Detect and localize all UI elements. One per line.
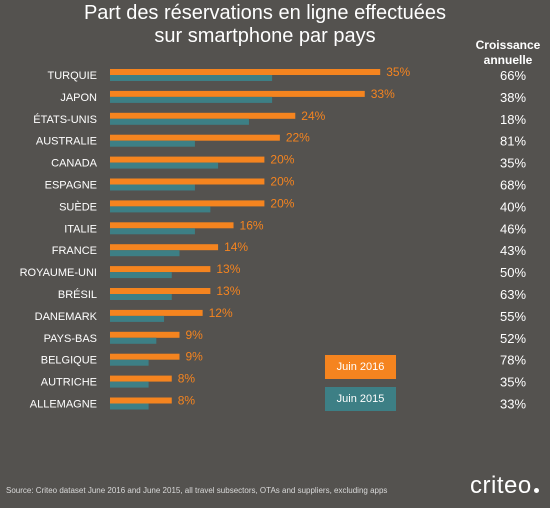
category-label-danemark: DANEMARK <box>35 311 98 323</box>
category-label-canada: CANADA <box>51 158 98 170</box>
bar-2016-italie <box>110 222 234 229</box>
value-label-australie: 22% <box>286 131 310 145</box>
value-label-danemark: 12% <box>209 306 233 320</box>
growth-value-danemark: 55% <box>500 309 526 324</box>
chart-title: Part des réservations en ligne effectuée… <box>60 2 470 48</box>
value-label-espagne: 20% <box>270 175 294 189</box>
value-label-allemagne: 8% <box>178 394 196 408</box>
growth-value-allemagne: 33% <box>500 397 526 412</box>
bar-2016-turquie <box>110 69 381 75</box>
category-label-turquie: TURQUIE <box>48 70 98 82</box>
bar-2016-br-sil <box>110 288 211 294</box>
growth-value-espagne: 68% <box>500 178 526 193</box>
bar-2015-su-de <box>110 206 211 213</box>
growth-value-italie: 46% <box>500 221 526 236</box>
growth-value-autriche: 35% <box>500 375 526 390</box>
growth-value-su-de: 40% <box>500 199 526 214</box>
growth-value-pays-bas: 52% <box>500 331 526 346</box>
bar-2015-france <box>110 250 180 257</box>
legend-label-juin-2015: Juin 2015 <box>336 393 385 405</box>
bar-2015-espagne <box>110 184 195 191</box>
category-label-france: FRANCE <box>52 245 97 257</box>
bar-2015-danemark <box>110 315 165 322</box>
legend-label-juin-2016: Juin 2016 <box>336 361 385 373</box>
bar-2016-danemark <box>110 309 203 316</box>
growth-value-canada: 35% <box>500 156 526 171</box>
bar-2015-italie <box>110 228 195 235</box>
bar-2016-france <box>110 244 219 251</box>
growth-value--tats-unis: 18% <box>500 112 526 127</box>
bar-2015-br-sil <box>110 294 172 300</box>
bar-2015--tats-unis <box>110 118 249 125</box>
value-label-turquie: 35% <box>386 65 410 79</box>
growth-header-line-1: Croissance <box>475 38 541 52</box>
value-label-france: 14% <box>224 240 248 254</box>
bar-2015-royaume-uni <box>110 272 172 279</box>
growth-header-line-2: annuelle <box>483 53 533 67</box>
value-label-su-de: 20% <box>270 196 294 210</box>
growth-value-br-sil: 63% <box>500 287 526 302</box>
category-label-espagne: ESPAGNE <box>45 180 97 192</box>
growth-value-belgique: 78% <box>500 353 526 368</box>
source-note: Source: Criteo dataset June 2016 and Jun… <box>6 486 388 495</box>
bar-2016-espagne <box>110 178 265 185</box>
bar-2016-australie <box>110 134 280 141</box>
bar-2015-allemagne <box>110 403 149 410</box>
category-label-pays-bas: PAYS-BAS <box>44 333 97 345</box>
value-label-autriche: 8% <box>178 372 196 386</box>
growth-value-japon: 38% <box>500 90 526 105</box>
bar-2016-autriche <box>110 375 172 382</box>
bar-2015-belgique <box>110 359 149 366</box>
category-label--tats-unis: ÉTATS-UNIS <box>33 113 97 126</box>
growth-value-australie: 81% <box>500 134 526 149</box>
bar-2016-royaume-uni <box>110 266 211 273</box>
legend-item-juin-2016: Juin 2016 <box>325 355 396 379</box>
growth-column-header: Croissance annuelle <box>468 38 548 68</box>
category-label-royaume-uni: ROYAUME-UNI <box>20 267 97 279</box>
value-label-royaume-uni: 13% <box>216 262 240 276</box>
bar-2015-australie <box>110 140 195 147</box>
logo-dot-icon <box>533 488 539 493</box>
category-label-japon: JAPON <box>60 92 97 104</box>
growth-value-royaume-uni: 50% <box>500 265 526 280</box>
title-line-1: Part des réservations en ligne effectuée… <box>83 2 447 24</box>
value-label-italie: 16% <box>240 218 264 232</box>
category-label-br-sil: BRÉSIL <box>58 288 97 301</box>
bar-2015-autriche <box>110 381 149 388</box>
category-label-autriche: AUTRICHE <box>41 377 97 389</box>
bar-2016--tats-unis <box>110 112 296 119</box>
growth-value-france: 43% <box>500 243 526 258</box>
legend-item-juin-2015: Juin 2015 <box>325 387 396 411</box>
criteo-logo: criteo <box>470 472 539 500</box>
category-label-allemagne: ALLEMAGNE <box>30 399 97 411</box>
value-label-japon: 33% <box>371 87 395 101</box>
bar-2016-japon <box>110 90 365 97</box>
bar-2015-turquie <box>110 75 273 81</box>
value-label-belgique: 9% <box>185 350 203 364</box>
bar-2016-allemagne <box>110 397 172 404</box>
bar-2015-japon <box>110 96 273 103</box>
value-label-br-sil: 13% <box>216 284 240 298</box>
bar-2015-canada <box>110 162 219 169</box>
category-label-su-de: SUÈDE <box>59 200 97 213</box>
category-label-australie: AUSTRALIE <box>36 136 97 148</box>
bar-2016-su-de <box>110 200 265 207</box>
title-line-2: sur smartphone par pays <box>154 25 376 47</box>
value-label-pays-bas: 9% <box>185 328 203 342</box>
bar-2015-pays-bas <box>110 337 157 344</box>
logo-text: criteo <box>470 472 532 499</box>
value-label--tats-unis: 24% <box>301 109 325 123</box>
bar-2016-canada <box>110 156 265 163</box>
bar-2016-pays-bas <box>110 331 180 338</box>
category-label-italie: ITALIE <box>64 223 97 235</box>
growth-value-turquie: 66% <box>500 68 526 83</box>
value-label-canada: 20% <box>270 153 294 167</box>
category-label-belgique: BELGIQUE <box>41 355 97 367</box>
bar-2016-belgique <box>110 353 180 360</box>
